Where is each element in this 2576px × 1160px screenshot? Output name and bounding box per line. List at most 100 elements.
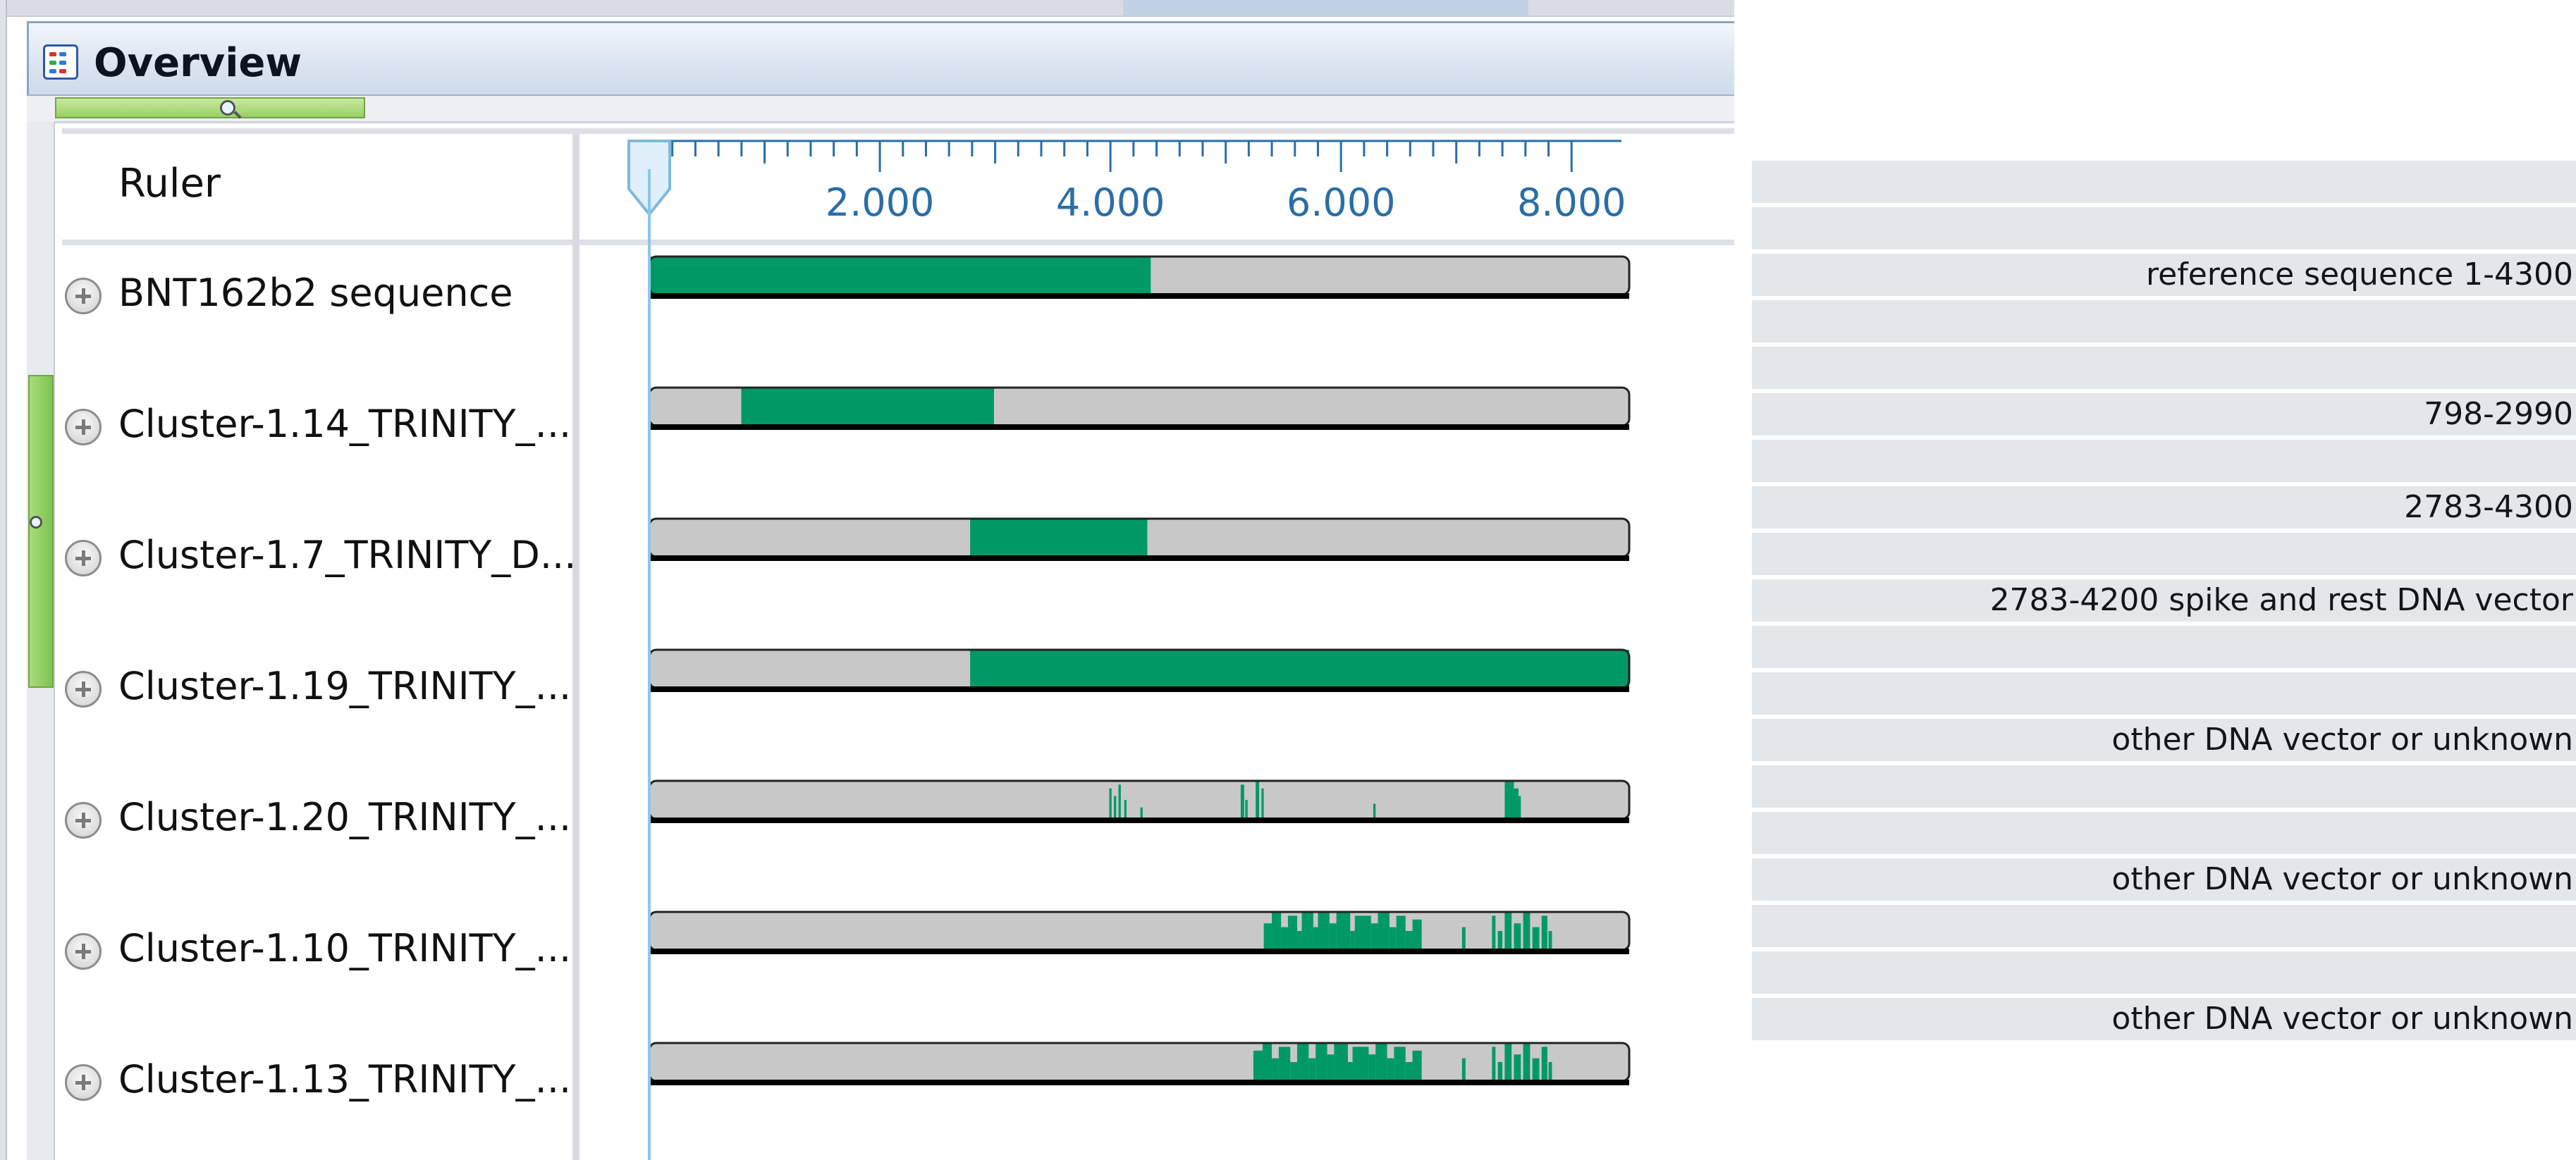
coverage-segment [1297,931,1302,950]
note-row [1752,300,2576,343]
coverage-segment [1492,915,1496,950]
note-row: 2783-4300 [1752,486,2576,529]
coverage-segment [1461,927,1466,950]
track-bar[interactable] [648,386,1631,430]
ruler-tick-label: 2.000 [825,180,935,225]
note-row [1752,672,2576,715]
coverage-segment [1329,923,1337,950]
note-row [1752,440,2576,482]
coverage-segment [1334,1043,1348,1081]
coverage-segment [1301,912,1313,950]
coverage-segment [1396,915,1406,950]
ruler-top-divider [62,128,1734,134]
coverage-segment [1519,796,1521,819]
track-bar[interactable] [648,911,1631,954]
coverage-segment [1548,931,1552,950]
note-row [1752,161,2576,203]
coverage-segment [1405,931,1413,950]
coverage-segment [1290,1062,1298,1081]
coverage-segment [1124,800,1127,819]
note-row: other DNA vector or unknown [1752,719,2576,761]
expand-track-icon[interactable] [65,933,102,970]
track-bar[interactable] [648,1042,1631,1085]
expand-track-icon[interactable] [65,540,102,576]
coverage-segment [1532,1058,1540,1081]
coverage-segment [1114,796,1117,819]
track-name[interactable]: Cluster-1.10_TRINITY_... [118,926,572,970]
track-name[interactable]: BNT162b2 sequence [118,271,513,315]
track-name[interactable]: Cluster-1.20_TRINITY_... [118,795,572,839]
note-row [1752,951,2576,994]
note-row [1752,347,2576,389]
coverage-segment [1272,912,1282,950]
note-row [1752,207,2576,249]
track-background [649,1043,1629,1081]
expand-track-icon[interactable] [65,802,102,839]
expand-track-icon[interactable] [65,409,102,445]
coverage-segment [1514,923,1521,950]
coverage-segment [1389,927,1397,950]
expand-track-icon[interactable] [65,671,102,708]
track-bar[interactable] [648,779,1631,823]
vertical-zoom-slider[interactable] [28,375,54,688]
coverage-segment [970,650,1629,688]
coverage-segment [1532,927,1540,950]
track-baseline [649,949,1629,954]
note-row: reference sequence 1-4300 [1752,254,2576,296]
coverage-segment [1240,784,1244,819]
coverage-segment [1272,1058,1279,1081]
coverage-segment [1548,1062,1552,1081]
coverage-segment [1375,1043,1387,1081]
track-bar[interactable] [648,517,1631,561]
current-position-line [648,169,651,1160]
window-left-border [0,0,7,1160]
coverage-segment [1318,912,1330,950]
track-background [649,781,1629,819]
expand-track-icon[interactable] [65,1064,102,1101]
track-bar[interactable] [648,255,1631,299]
track-name[interactable]: Cluster-1.7_TRINITY_D... [118,533,577,577]
coverage-segment [1497,1062,1503,1081]
coverage-segment [1523,1043,1531,1081]
coverage-segment [1541,915,1547,950]
coverage-segment [1109,788,1112,819]
coverage-segment [1352,1047,1369,1081]
track-name[interactable]: Cluster-1.14_TRINITY_... [118,402,572,446]
coverage-segment [1354,915,1371,950]
coverage-segment [1370,923,1378,950]
coverage-segment [1278,1047,1291,1081]
track-baseline [649,424,1629,430]
ruler-tick-label: 8.000 [1516,180,1626,225]
coverage-segment [1262,1043,1272,1081]
horizontal-zoom-scrollbar[interactable] [27,96,1734,123]
horizontal-zoom-slider[interactable] [55,97,365,118]
track-name[interactable]: Cluster-1.13_TRINITY_... [118,1057,572,1102]
coverage-segment [1140,807,1143,819]
note-row [1752,765,2576,808]
coverage-segment [1378,912,1390,950]
coverage-segment [1514,1054,1521,1081]
track-name[interactable]: Cluster-1.19_TRINITY_... [118,664,572,708]
vertical-zoom-scrollbar[interactable] [27,121,55,1160]
coverage-segment [1336,912,1351,950]
track-baseline [649,1080,1629,1085]
expand-track-icon[interactable] [65,278,102,314]
ruler-tick-label: 6.000 [1286,180,1396,225]
coverage-segment [1492,1047,1496,1081]
ruler-label: Ruler [118,161,221,206]
coverage-segment [1253,1050,1263,1081]
track-coverage-area [648,255,1631,1085]
top-tab-strip [0,0,1734,17]
active-tab-indicator[interactable] [1123,0,1528,16]
coverage-segment [1308,1058,1316,1081]
overview-title-bar: Overview [27,21,1734,96]
name-column-divider[interactable] [572,134,579,1160]
track-bar[interactable] [648,648,1631,692]
coverage-segment [1504,1043,1512,1081]
coverage-segment [1315,1043,1327,1081]
coverage-segment [1504,781,1514,819]
coverage-segment [1350,931,1355,950]
note-row [1752,905,2576,947]
track-baseline [649,686,1629,692]
track-baseline [649,555,1629,561]
